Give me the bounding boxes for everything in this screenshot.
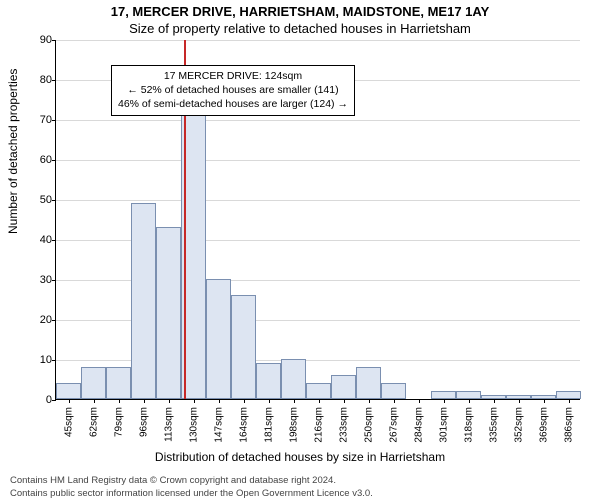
x-tick-mark [144,399,145,403]
x-tick-mark [444,399,445,403]
x-tick-label: 369sqm [538,407,549,443]
x-tick-label: 181sqm [263,407,274,443]
y-tick-mark [52,400,56,401]
chart-title-address: 17, MERCER DRIVE, HARRIETSHAM, MAIDSTONE… [0,4,600,19]
x-tick-label: 147sqm [213,407,224,443]
x-tick-label: 301sqm [438,407,449,443]
x-tick-label: 96sqm [138,407,149,437]
x-tick-mark [344,399,345,403]
x-tick-mark [194,399,195,403]
x-tick-label: 318sqm [463,407,474,443]
x-tick-mark [269,399,270,403]
x-tick-mark [169,399,170,403]
x-tick-mark [219,399,220,403]
histogram-bar [381,383,406,399]
histogram-bar [431,391,456,399]
footer-line-1: Contains HM Land Registry data © Crown c… [10,475,590,487]
x-tick-label: 45sqm [63,407,74,437]
histogram-bar [231,295,256,399]
y-tick-label: 50 [28,194,52,206]
y-tick-label: 70 [28,114,52,126]
y-tick-label: 80 [28,74,52,86]
x-tick-mark [569,399,570,403]
y-tick-mark [52,360,56,361]
info-box: 17 MERCER DRIVE: 124sqm ← 52% of detache… [111,65,355,116]
x-tick-mark [494,399,495,403]
footer-line-2: Contains public sector information licen… [10,488,590,500]
x-tick-label: 113sqm [163,407,174,442]
y-tick-label: 10 [28,354,52,366]
histogram-bar [206,279,231,399]
x-tick-label: 352sqm [513,407,524,443]
histogram-bar [556,391,581,399]
histogram-bar [256,363,281,399]
histogram-bar [306,383,331,399]
histogram-bar [131,203,156,399]
x-tick-mark [469,399,470,403]
x-tick-mark [319,399,320,403]
histogram-bar [156,227,181,399]
x-axis-label: Distribution of detached houses by size … [0,450,600,464]
x-tick-mark [544,399,545,403]
y-tick-mark [52,120,56,121]
info-line-2: ← 52% of detached houses are smaller (14… [118,83,348,97]
info-line-3: 46% of semi-detached houses are larger (… [118,97,348,111]
chart-subtitle: Size of property relative to detached ho… [0,21,600,36]
y-tick-label: 40 [28,234,52,246]
y-tick-mark [52,280,56,281]
histogram-bar [456,391,481,399]
x-tick-mark [394,399,395,403]
x-tick-label: 62sqm [88,407,99,437]
histogram-bar [106,367,131,399]
y-tick-mark [52,320,56,321]
plot-area: 17 MERCER DRIVE: 124sqm ← 52% of detache… [55,40,580,400]
x-tick-label: 198sqm [288,407,299,443]
x-tick-label: 250sqm [363,407,374,443]
x-tick-label: 216sqm [313,407,324,443]
x-tick-label: 79sqm [113,407,124,437]
x-tick-mark [69,399,70,403]
x-tick-label: 164sqm [238,407,249,443]
x-tick-mark [369,399,370,403]
histogram-bar [281,359,306,399]
x-tick-mark [519,399,520,403]
x-tick-label: 335sqm [488,407,499,443]
histogram-bar [331,375,356,399]
y-tick-label: 20 [28,314,52,326]
x-tick-mark [119,399,120,403]
y-tick-mark [52,160,56,161]
y-tick-label: 0 [28,394,52,406]
histogram-bar [56,383,81,399]
x-tick-label: 233sqm [338,407,349,443]
histogram-bar [81,367,106,399]
y-tick-label: 60 [28,154,52,166]
x-tick-mark [294,399,295,403]
chart-area: 17 MERCER DRIVE: 124sqm ← 52% of detache… [55,40,580,400]
x-tick-label: 267sqm [388,407,399,443]
x-tick-label: 386sqm [563,407,574,443]
x-tick-mark [244,399,245,403]
y-tick-mark [52,240,56,241]
x-tick-label: 284sqm [413,407,424,443]
histogram-bar [356,367,381,399]
y-tick-mark [52,40,56,41]
x-tick-label: 130sqm [188,407,199,443]
x-tick-mark [419,399,420,403]
y-tick-label: 30 [28,274,52,286]
footer: Contains HM Land Registry data © Crown c… [10,475,590,500]
x-tick-mark [94,399,95,403]
y-tick-mark [52,200,56,201]
y-axis-label: Number of detached properties [6,69,20,234]
info-line-1: 17 MERCER DRIVE: 124sqm [118,69,348,83]
y-tick-mark [52,80,56,81]
y-tick-label: 90 [28,34,52,46]
